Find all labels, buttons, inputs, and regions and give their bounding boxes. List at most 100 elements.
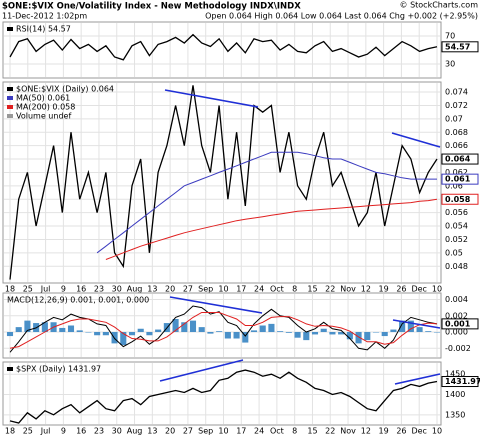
x-tick-label: 19 (379, 427, 389, 436)
x-tick-label: Aug (127, 285, 143, 294)
histogram-bar (94, 332, 101, 336)
legend-entry: Volume undef (16, 112, 71, 121)
y-tick-label: 0.048 (445, 262, 468, 271)
legend-swatch (7, 114, 13, 118)
histogram-bar (76, 330, 83, 332)
x-tick-label: 20 (165, 285, 175, 294)
value-tag-label: 0.061 (445, 175, 471, 184)
histogram-bar (181, 322, 188, 332)
x-tick-label: 20 (165, 427, 175, 436)
value-tag (441, 41, 479, 53)
x-tick-label: 30 (112, 285, 122, 294)
histogram-bar (224, 332, 231, 339)
histogram-bar (416, 327, 423, 332)
x-tick-label: 25 (23, 427, 33, 436)
series-line (9, 33, 438, 61)
x-tick-label: 12 (361, 427, 371, 436)
value-tag (441, 173, 479, 185)
histogram-bar (59, 327, 66, 332)
x-tick-label: Dec (411, 285, 426, 294)
x-tick-label: 24 (254, 285, 264, 294)
x-tick-label: 8 (292, 285, 297, 294)
histogram-bar (207, 332, 214, 334)
x-tick-label: 8 (292, 427, 297, 436)
x-tick-label: Oct (270, 285, 284, 294)
histogram-bar (399, 320, 406, 332)
y-tick-label: -0.002 (445, 344, 471, 353)
histogram-bar (198, 327, 205, 332)
x-tick-label: 30 (112, 427, 122, 436)
x-tick-label: Jul (40, 285, 51, 294)
y-tick-label: 0.05 (445, 248, 463, 257)
y-tick-label: 0.068 (445, 128, 468, 137)
x-tick-label: 26 (396, 285, 406, 294)
histogram-bar (85, 332, 92, 333)
x-tick-label: 10 (218, 285, 228, 294)
y-tick-label: 0.072 (445, 101, 468, 110)
x-tick-label: 27 (183, 285, 193, 294)
x-tick-label: 18 (5, 427, 15, 436)
histogram-bar (172, 319, 179, 332)
x-tick-label: 26 (396, 427, 406, 436)
legend-swatch (7, 367, 13, 371)
series-line (9, 305, 438, 353)
y-tick-label: 0.052 (445, 235, 468, 244)
x-tick-label: 13 (147, 427, 157, 436)
value-tag-label: 54.57 (445, 42, 470, 51)
x-tick-label: 9 (61, 427, 66, 436)
y-tick-label: 70 (445, 32, 455, 41)
histogram-bar (329, 332, 336, 335)
panel-frame (2, 292, 442, 359)
y-tick-label: 30 (445, 60, 455, 69)
x-tick-label: 10 (218, 427, 228, 436)
trend-line (169, 296, 263, 314)
legend-entry: $ONE:$VIX (Daily) 0.064 (16, 85, 114, 94)
x-tick-label: 22 (325, 427, 335, 436)
x-tick-label: 19 (379, 285, 389, 294)
histogram-bar (390, 329, 397, 332)
x-tick-label: 27 (183, 427, 193, 436)
series-line (9, 312, 438, 349)
y-tick-label: 0.002 (445, 311, 468, 320)
legend-swatch (7, 27, 13, 31)
histogram-bar (338, 332, 345, 335)
histogram-bar (189, 320, 197, 332)
copyright: © StockCharts.com (400, 1, 479, 10)
x-tick-label: 22 (325, 285, 335, 294)
y-tick-label: 1400 (445, 390, 465, 399)
histogram-bar (24, 320, 31, 332)
y-tick-label: 0.066 (445, 141, 468, 150)
histogram-bar (216, 331, 223, 332)
x-tick-label: Nov (340, 285, 356, 294)
histogram-bar (303, 332, 310, 341)
x-tick-label: 18 (5, 285, 15, 294)
y-tick-label: 0.06 (445, 181, 463, 190)
x-tick-label: 16 (76, 427, 86, 436)
histogram-bar (242, 332, 249, 343)
histogram-bar (277, 331, 284, 332)
value-tag (441, 153, 479, 165)
legend-entry: MA(50) 0.061 (16, 94, 70, 103)
histogram-bar (6, 332, 14, 337)
histogram-bar (285, 332, 292, 333)
panel-frame (2, 21, 442, 79)
x-tick-label: 9 (61, 285, 66, 294)
histogram-bar (311, 332, 319, 335)
histogram-bar (364, 332, 371, 341)
histogram-bar (259, 325, 266, 332)
series-line (105, 198, 438, 260)
date-stamp: 11-Dec-2012 1:02pm (2, 12, 87, 21)
value-tag-label: 1431.97 (445, 377, 480, 386)
histogram-bar (146, 332, 153, 336)
x-tick-label: 10 (432, 427, 442, 436)
legend-entry: MA(200) 0.058 (16, 103, 75, 112)
trend-line (164, 89, 259, 108)
trend-line (394, 373, 441, 385)
x-tick-label: Sep (198, 285, 213, 294)
x-tick-label: 16 (76, 285, 86, 294)
legend-swatch (7, 87, 13, 91)
panels: 70 30 54.57 RSI(14) 54.57 0.048 0.05 0.052 0.05… (2, 21, 480, 436)
quote: Open 0.064 High 0.064 Low 0.064 Last 0.0… (205, 12, 478, 21)
x-tick-label: 23 (94, 285, 104, 294)
histogram-bar (425, 331, 432, 332)
